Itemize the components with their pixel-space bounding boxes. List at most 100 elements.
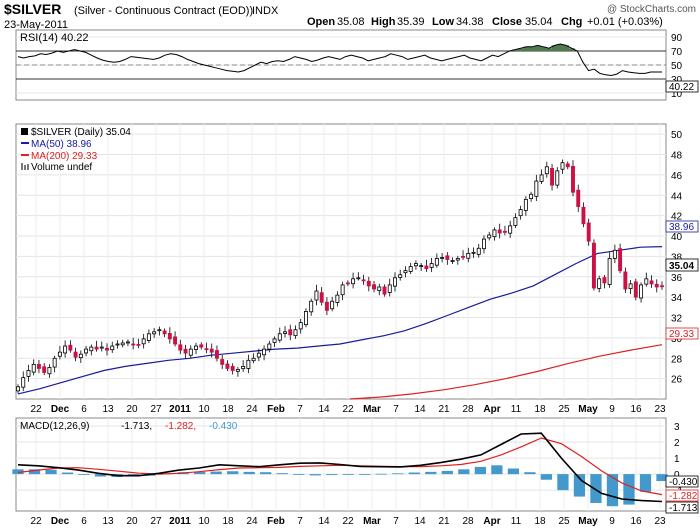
candle-body-down [94,346,99,350]
candle [654,279,659,293]
candle-body-up [235,369,240,372]
price-x-label: 27 [150,404,162,415]
candle-body-down [230,366,235,371]
candle [644,272,649,287]
price-legend-label: $SILVER (Daily) 35.04 [31,127,131,138]
candle-body-up [330,300,335,310]
candle-body-down [502,230,507,233]
price-x-label: Apr [483,404,500,415]
candle-body-up [544,166,549,175]
price-x-label: 9 [609,404,615,415]
candle-body-up [476,247,481,255]
macd-x-label: 2011 [169,516,191,527]
macd-histogram-bar [309,474,321,476]
candle [183,344,188,359]
exchange: INDX [252,5,279,17]
candle [455,255,460,265]
candle [607,252,612,288]
candle-body-down [136,344,141,346]
price-x-label: 13 [102,404,114,415]
candle-body-up [272,338,277,343]
open-label: Open [307,16,335,28]
price-x-label: 23 [654,404,666,415]
candle [152,328,157,338]
candle-body-down [42,366,47,373]
candle-body-down [178,344,183,351]
price-x-label: Dec [51,404,70,415]
candle-body-up [47,367,52,375]
candle [523,196,528,216]
candle [220,355,225,370]
candle [550,164,555,191]
candle [115,340,120,349]
candle [633,278,638,301]
candle-body-up [125,341,130,344]
candle [125,339,130,347]
macd-histogram-bar [656,474,668,482]
candle [424,259,429,272]
candle-body-down [288,329,293,336]
macd-histogram-bar [45,469,57,475]
high-label: High [371,16,396,28]
candle [586,218,591,246]
candle-body-down [461,256,465,258]
candle-body-up [408,266,413,272]
price-tick-label: 36 [671,273,683,284]
candle [298,318,303,334]
candle-body-down [660,285,664,288]
candle-body-up [267,343,272,350]
price-x-label: 21 [438,404,450,415]
candle-body-down [366,280,371,287]
price-tick-label: 44 [671,191,683,202]
ma50-legend-label: MA(50) 38.96 [31,139,92,150]
candle-body-up [246,359,251,369]
candle [482,235,486,254]
candle-body-up [482,238,486,250]
candle-body-up [393,277,397,287]
candle [497,223,502,239]
candle-body-up [283,331,287,334]
candle [36,359,41,374]
candle-body-up [471,251,476,254]
candle [565,161,570,170]
candle [351,272,356,289]
price-x-axis: 22 Dec 6 13 20 27 2011 10 18 24 Feb 7 14 22 Mar 7 14 21 28… [30,404,666,415]
ma50-line [17,246,663,395]
macd-x-label: 23 [654,516,666,527]
candle [215,345,219,362]
macd-legend-macd: -1.713, [121,421,152,432]
candle-body-up [487,234,492,239]
price-legend-swatch [21,128,28,135]
candle [356,272,361,281]
macd-hist-value-tag: -0.430 [665,475,699,488]
macd-histogram-bar [590,474,602,503]
candle-body-up [644,278,649,285]
macd-histogram-bar [491,465,503,475]
candle [508,220,513,238]
candle-body-down [167,333,172,340]
low-label: Low [432,16,454,28]
macd-last-value: -1.713 [669,503,698,514]
candle-body-down [209,348,214,353]
rsi-tick-label: 10 [671,89,683,100]
candle-body-down [654,283,659,288]
candle [162,328,167,338]
candle-body-up [597,278,602,289]
candle [157,326,162,336]
macd-x-label: 22 [342,516,354,527]
candle-body-up [560,162,565,170]
ma50-last-value: 38.96 [669,222,694,233]
candle [571,160,575,197]
candle-body-down [571,165,575,193]
candle-body-down [581,206,586,225]
candle-body-up [523,198,528,211]
price-tick-label: 34 [671,293,683,304]
candle [68,340,73,353]
candle-body-up [539,174,544,182]
candle-body-up [99,346,104,349]
candle [42,363,47,376]
macd-histogram-bar [194,471,206,475]
candle-body-down [204,348,209,351]
macd-x-label: 28 [462,516,474,527]
candle-body-down [319,292,324,303]
